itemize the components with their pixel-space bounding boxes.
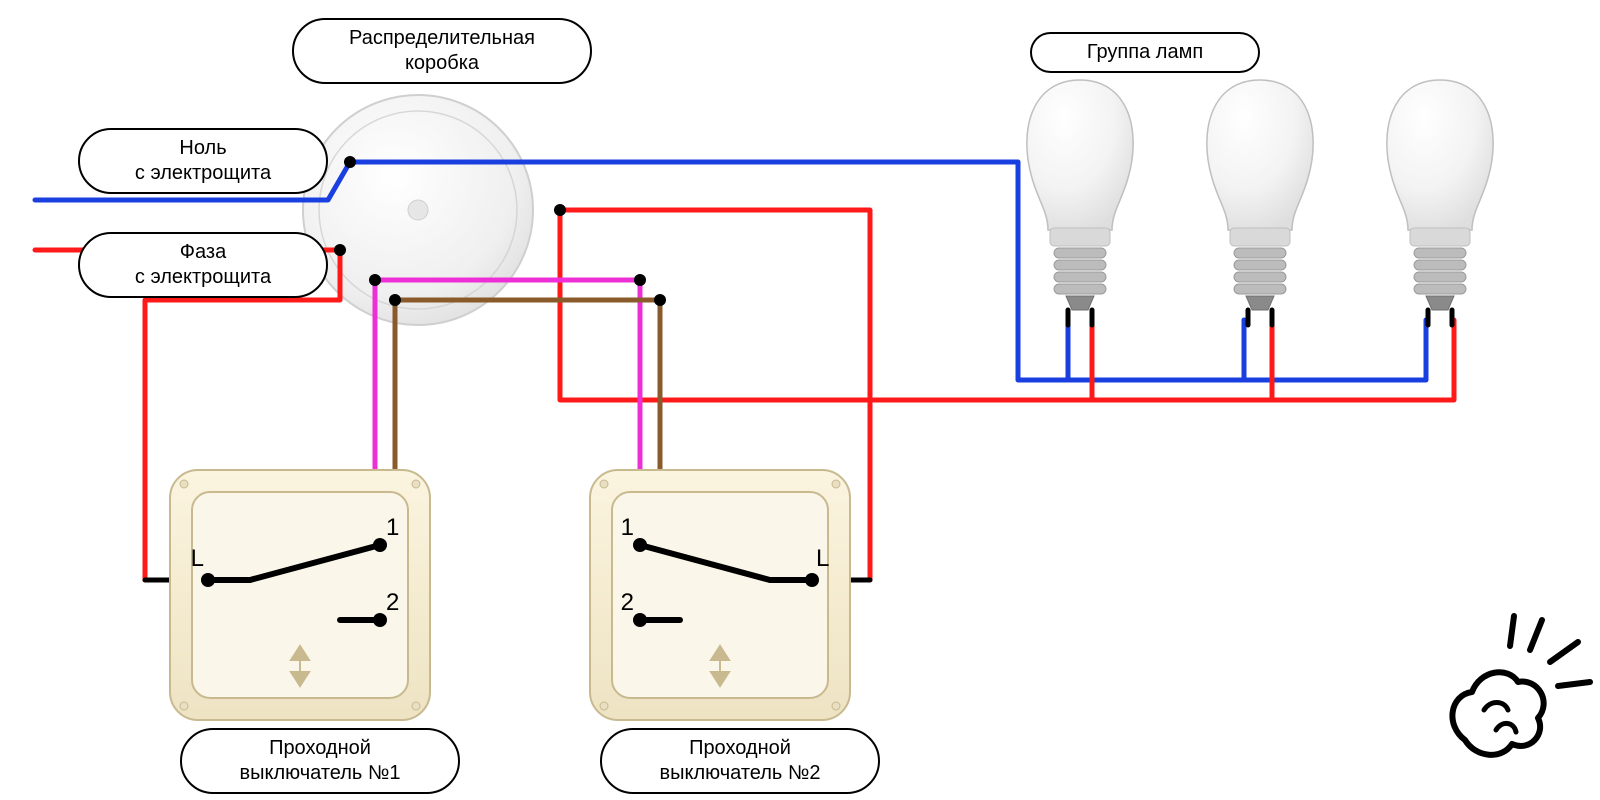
bulbs-group [1027,80,1493,325]
light-bulb [1027,80,1133,325]
node [634,274,646,286]
light-bulb [1207,80,1313,325]
label-neutral: Нольс электрощита [78,128,328,194]
node [554,204,566,216]
switch-2: L 1 2 [590,470,850,720]
terminal-label: 2 [386,589,399,616]
wiring-diagram: L 1 2 L 1 2 [0,0,1600,800]
label-switch2: Проходнойвыключатель №2 [600,728,880,794]
label-switch1: Проходнойвыключатель №1 [180,728,460,794]
terminal-label: 1 [386,514,399,541]
switches-group: L 1 2 L 1 2 [170,470,850,720]
node [334,244,346,256]
label-junction_box: Распределительнаякоробка [292,18,592,84]
terminal-label: 1 [621,514,634,541]
terminal-label: L [816,545,829,572]
light-bulb [1387,80,1493,325]
node [389,294,401,306]
logo-icon [1452,616,1590,755]
label-phase: Фазас электрощита [78,232,328,298]
node [369,274,381,286]
node [344,156,356,168]
terminal-label: L [191,545,204,572]
label-lamps: Группа ламп [1030,32,1260,73]
switch-1: L 1 2 [170,470,430,720]
node [654,294,666,306]
terminal-label: 2 [621,589,634,616]
